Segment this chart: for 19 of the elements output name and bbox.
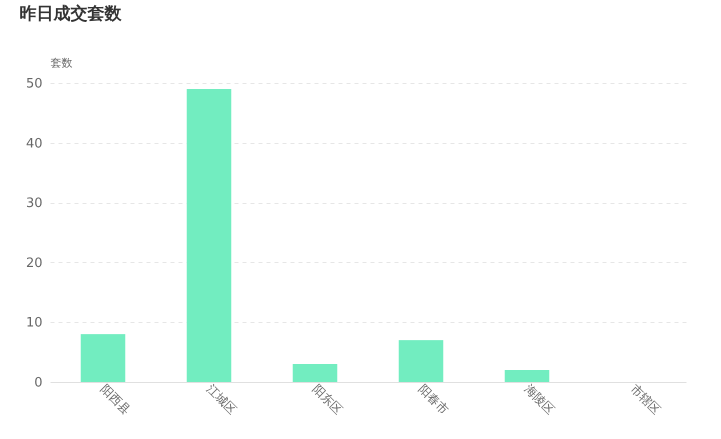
chart-title: 昨日成交套数	[19, 4, 122, 24]
y-tick-label: 0	[34, 376, 42, 390]
y-tick-label: 20	[26, 256, 42, 271]
y-axis-title: 套数	[50, 56, 72, 70]
y-tick-label: 30	[26, 196, 42, 212]
x-tick-label: 阳春市	[416, 382, 452, 417]
y-tick-label: 10	[26, 316, 42, 331]
bar	[292, 364, 338, 382]
x-tick-label: 市辖区	[628, 382, 664, 417]
x-tick-label: 江城区	[204, 382, 240, 417]
bar	[398, 340, 444, 382]
bar	[80, 334, 126, 382]
y-tick-label: 40	[26, 136, 42, 152]
bar	[186, 88, 232, 382]
y-tick-label: 50	[26, 76, 42, 92]
x-tick-label: 阳东区	[310, 382, 346, 417]
x-tick-label: 阳西县	[98, 382, 134, 417]
bar	[504, 370, 550, 382]
x-tick-label: 海陵区	[522, 382, 558, 417]
